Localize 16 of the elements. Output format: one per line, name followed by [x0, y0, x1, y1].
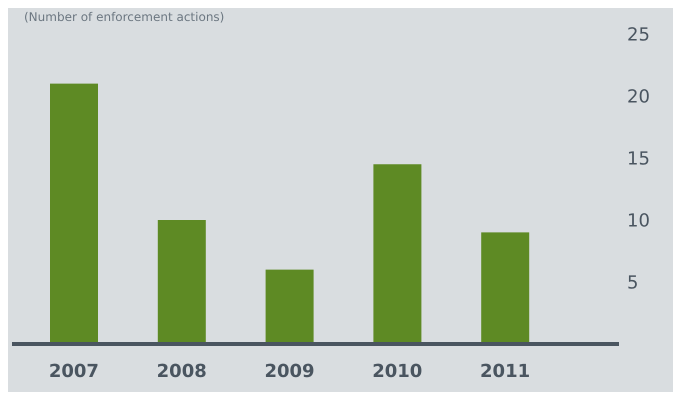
x-tick-label: 2009	[264, 360, 315, 382]
bar	[266, 270, 314, 344]
bar	[158, 220, 206, 344]
y-tick-label: 10	[627, 210, 650, 232]
x-tick-label: 2010	[372, 360, 422, 382]
x-tick-label: 2011	[480, 360, 530, 382]
bar	[373, 164, 422, 344]
bar	[481, 232, 530, 344]
bar	[50, 84, 98, 344]
y-tick-label: 15	[627, 148, 650, 170]
x-tick-label: 2007	[48, 360, 99, 382]
y-axis-title: (Number of enforcement actions)	[24, 10, 224, 24]
x-tick-label: 2008	[156, 360, 207, 382]
y-tick-label: 5	[627, 272, 638, 294]
y-tick-label: 20	[627, 86, 650, 108]
y-tick-label: 25	[627, 24, 650, 46]
